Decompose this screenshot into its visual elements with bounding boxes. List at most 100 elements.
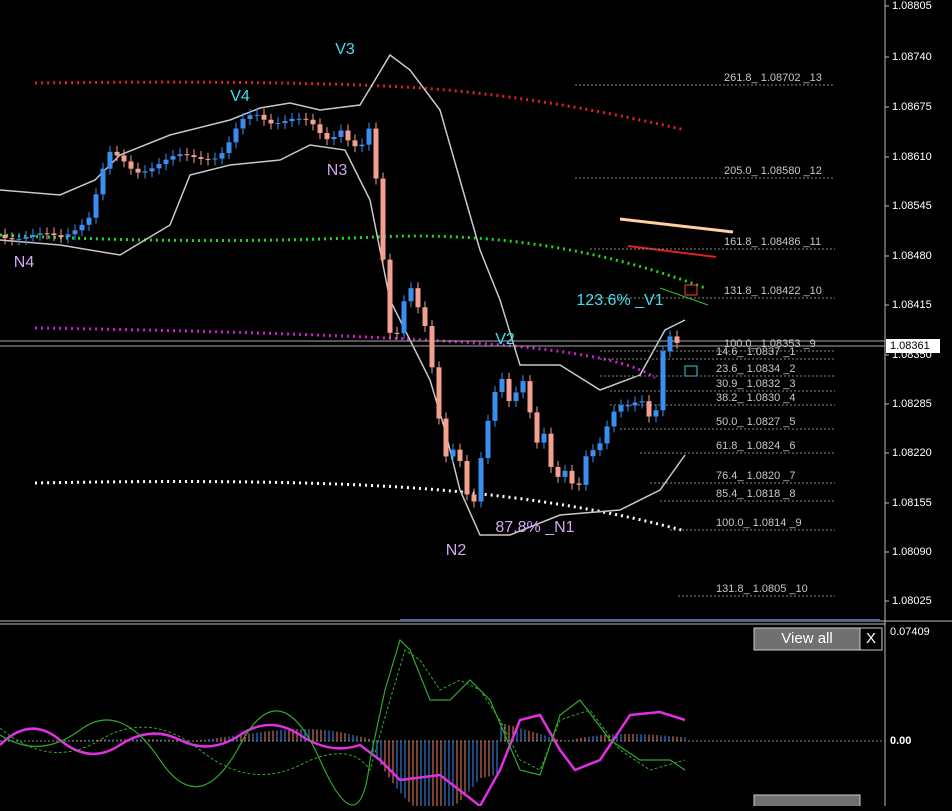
candle-body	[142, 171, 148, 173]
fib-label: 261.8_ 1.08702 _13	[724, 72, 822, 84]
candle-body	[352, 140, 358, 147]
price-axis-label: 1.08675	[892, 101, 932, 113]
fib-group: 261.8_ 1.08702 _13 205.0_ 1.08580 _12 161.…	[575, 72, 835, 597]
candle-body	[576, 483, 582, 485]
candle-body	[65, 234, 71, 238]
wave-label: 87.8% _N1	[495, 519, 574, 536]
candle-body	[674, 336, 680, 343]
ma-red	[34, 80, 686, 132]
close-button[interactable]	[859, 627, 883, 651]
candle-body	[156, 164, 162, 169]
fib-label: 100.0_ 1.0814 _9	[716, 517, 802, 529]
candle-body	[513, 392, 519, 402]
candle-body	[541, 433, 547, 443]
candle-body	[401, 301, 407, 334]
candle-body	[79, 224, 85, 231]
wave-label: N4	[14, 254, 35, 271]
candle-body	[583, 456, 589, 485]
candle-body	[548, 433, 554, 467]
trend-line	[619, 217, 734, 234]
candle-body	[177, 154, 183, 157]
candle-body	[219, 153, 225, 159]
fib-label: 61.8_ 1.0824 _6	[716, 440, 796, 452]
candle-body	[184, 154, 190, 156]
candle-body	[2, 234, 8, 239]
fib-label: 76.4_ 1.0820 _7	[716, 470, 796, 482]
fib-label: 50.0_ 1.0827 _5	[716, 416, 796, 428]
price-axis-label: 1.08480	[892, 250, 932, 262]
candle-body	[408, 288, 414, 302]
wave-label: V3	[335, 41, 355, 58]
marker	[684, 365, 698, 377]
marker	[684, 284, 698, 296]
candle-body	[597, 443, 603, 451]
candle-body	[359, 144, 365, 147]
candle-body	[107, 151, 113, 169]
candle-body	[534, 412, 540, 443]
candle-body	[261, 114, 267, 120]
candle-body	[205, 158, 211, 160]
signal-green	[0, 638, 686, 806]
candle-body	[527, 381, 533, 413]
price-axis: 1.08805 1.08740 1.08675 1.08610 1.08545 1.084…	[885, 0, 932, 607]
fib-label: 131.8_ 1.08422 _10	[724, 285, 822, 297]
candle-body	[212, 158, 218, 160]
view-all-label: View all	[781, 630, 832, 647]
candle-body	[149, 168, 155, 172]
candle-body	[324, 133, 330, 140]
price-axis-label: 1.08025	[892, 595, 932, 607]
candle-body	[667, 336, 673, 352]
candle-body	[16, 238, 22, 240]
candle-body	[170, 156, 176, 160]
histo-button[interactable]	[753, 794, 861, 811]
candle-body	[37, 233, 43, 235]
candle-body	[226, 142, 232, 154]
fib-label: 38.2_ 1.0830 _4	[716, 392, 796, 404]
candle-body	[93, 194, 99, 218]
price-axis-label: 1.08610	[892, 151, 932, 163]
candle-body	[625, 405, 631, 407]
candle-body	[394, 332, 400, 334]
candle-body	[247, 115, 253, 120]
candle-body	[58, 235, 64, 238]
ma-white	[34, 480, 686, 533]
candle-body	[51, 233, 57, 236]
candle-body	[562, 470, 568, 477]
candle-body	[380, 178, 386, 260]
fib-label: 85.4_ 1.0818 _8	[716, 488, 796, 500]
candle-body	[457, 449, 463, 462]
candle-body	[471, 494, 477, 502]
candle-body	[30, 234, 36, 238]
price-axis-label: 1.08740	[892, 51, 932, 63]
trend-line	[659, 287, 709, 306]
close-label: X	[866, 630, 876, 647]
candle-body	[499, 378, 505, 393]
candle-body	[331, 136, 337, 140]
candle-body	[464, 461, 470, 495]
candle-body	[478, 458, 484, 502]
candle-body	[100, 168, 106, 195]
candle-body	[485, 420, 491, 459]
candle-body	[415, 288, 421, 308]
candle-body	[506, 378, 512, 402]
candle-body	[632, 402, 638, 406]
candle-body	[296, 118, 302, 120]
candle-body	[618, 405, 624, 412]
candle-body	[653, 410, 659, 417]
candle-body	[660, 351, 666, 411]
fib-label: 205.0_ 1.08580 _12	[724, 165, 822, 177]
price-axis-label: 1.08090	[892, 546, 932, 558]
candle-body	[646, 401, 652, 417]
candle-body	[310, 119, 316, 125]
candle-body	[303, 118, 309, 120]
candle-body	[135, 168, 141, 173]
candle-body	[275, 123, 281, 125]
candle-body	[44, 233, 50, 235]
candle-body	[590, 450, 596, 457]
signal-green-dashed	[0, 649, 686, 776]
candle-body	[569, 470, 575, 484]
candle-body	[9, 238, 15, 240]
candle-body	[72, 230, 78, 235]
